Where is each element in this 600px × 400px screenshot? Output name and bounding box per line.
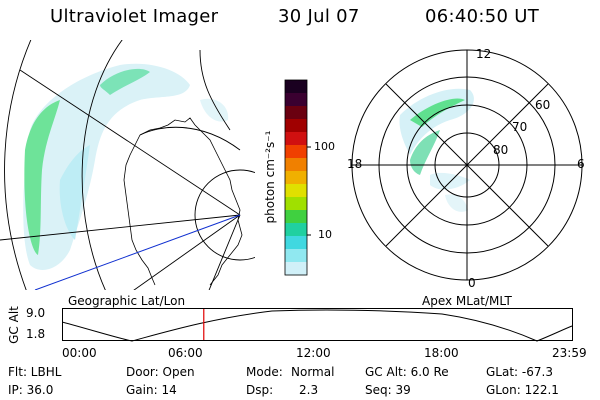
door-status: Door: Open — [126, 365, 195, 379]
mlt-label-12: 12 — [476, 47, 492, 61]
polar-plot — [351, 49, 583, 281]
colorbar-stripe — [285, 184, 307, 198]
colorbar-stripe — [285, 249, 307, 263]
colorbar-stripe — [285, 132, 307, 146]
mlat-label-80: 80 — [493, 143, 509, 157]
colorbar — [284, 79, 311, 276]
mode-value: Normal — [291, 365, 335, 379]
colorbar-stripe — [285, 197, 307, 211]
ip-value: IP: 36.0 — [8, 383, 54, 397]
altitude-curve — [62, 309, 573, 342]
mode-label: Mode: — [246, 365, 283, 379]
geo-grid — [0, 40, 255, 290]
xtick-0000: 00:00 — [62, 346, 97, 360]
colorbar-stripe — [285, 80, 307, 94]
time-label: 06:40:50 UT — [425, 6, 540, 27]
gain-value: Gain: 14 — [126, 383, 177, 397]
coastline — [123, 117, 243, 286]
mlat-label-70: 70 — [512, 120, 528, 134]
mlt-label-0: 0 — [468, 276, 476, 290]
colorbar-tick-100: 100 — [314, 140, 335, 153]
geo-latitude: GLat: -67.3 — [486, 365, 553, 379]
altitude-ytick-max: 9.0 — [26, 306, 46, 320]
colorbar-stripe — [285, 106, 307, 120]
geographic-map — [0, 40, 255, 290]
xtick-0600: 06:00 — [168, 346, 203, 360]
geo-longitude: GLon: 122.1 — [486, 383, 559, 397]
polar-aurora — [399, 88, 474, 212]
mlt-label-6: 6 — [577, 157, 585, 171]
sequence-number: Seq: 39 — [365, 383, 411, 397]
date-label: 30 Jul 07 — [278, 6, 360, 27]
colorbar-stripe — [285, 158, 307, 172]
geo-panel-label: Geographic Lat/Lon — [68, 294, 186, 308]
xtick-1200: 12:00 — [296, 346, 331, 360]
polar-grid — [351, 49, 583, 281]
polar-panel-label: Apex MLat/MLT — [422, 294, 512, 308]
flt-filter: Flt: LBHL — [8, 365, 62, 379]
altitude-ylabel: GC Alt — [7, 306, 21, 344]
colorbar-stripe — [285, 262, 307, 276]
colorbar-stripe — [285, 93, 307, 107]
colorbar-stripe — [285, 223, 307, 237]
altitude-plot — [62, 308, 573, 342]
colorbar-tick-10: 10 — [318, 228, 332, 241]
dsp-value: 2.3 — [299, 383, 319, 397]
colorbar-stripe — [285, 171, 307, 185]
colorbar-label: photon cm⁻²s⁻¹ — [263, 130, 277, 224]
dsp-label: Dsp: — [246, 383, 274, 397]
orbit-track — [34, 214, 241, 290]
xtick-1800: 18:00 — [424, 346, 459, 360]
colorbar-stripe — [285, 145, 307, 159]
colorbar-stripe — [285, 119, 307, 133]
altitude-ytick-min: 1.8 — [26, 327, 46, 341]
mlt-label-18: 18 — [347, 157, 363, 171]
colorbar-stripe — [285, 210, 307, 224]
xtick-2359: 23:59 — [552, 346, 587, 360]
mlat-label-60: 60 — [535, 98, 551, 112]
colorbar-stripe — [285, 236, 307, 250]
gc-altitude: GC Alt: 6.0 Re — [365, 365, 449, 379]
instrument-title: Ultraviolet Imager — [50, 6, 219, 27]
